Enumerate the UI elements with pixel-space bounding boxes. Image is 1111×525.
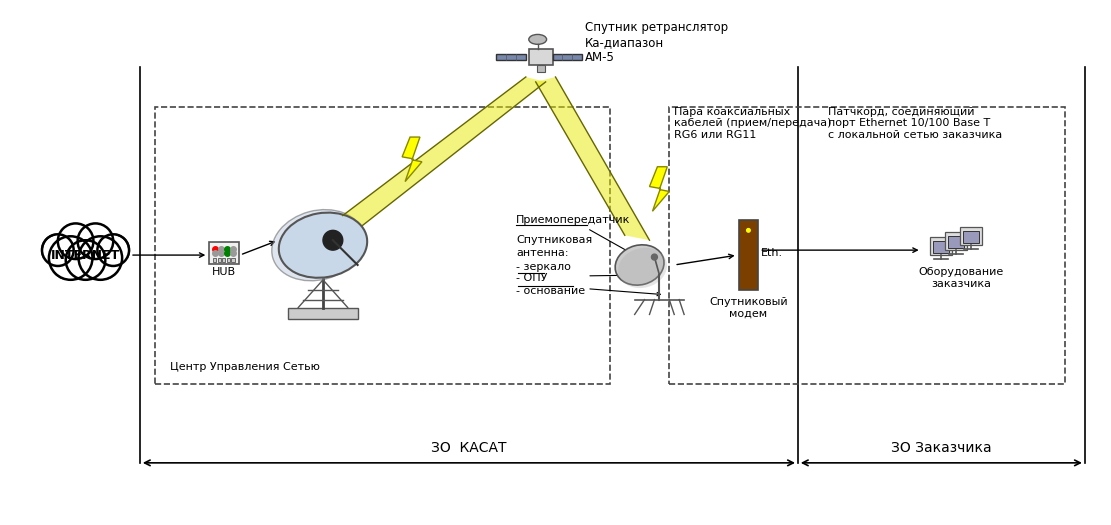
Text: Спутник ретранслятор
Ка-диапазон
АМ-5: Спутник ретранслятор Ка-диапазон АМ-5 <box>585 21 729 64</box>
Text: - ОПУ: - ОПУ <box>516 273 548 283</box>
Text: Спутниковая
антенна:
- зеркало: Спутниковая антенна: - зеркало <box>516 235 592 272</box>
Text: Центр Управления Сетью: Центр Управления Сетью <box>170 362 320 372</box>
Bar <box>931 237 952 255</box>
Circle shape <box>51 217 120 287</box>
Bar <box>945 233 967 250</box>
Circle shape <box>98 234 129 266</box>
Bar <box>222 258 226 262</box>
Bar <box>154 107 610 384</box>
Circle shape <box>651 254 658 260</box>
Circle shape <box>42 234 73 266</box>
Ellipse shape <box>529 35 547 44</box>
Text: ЗО  КАСАТ: ЗО КАСАТ <box>431 441 507 455</box>
Text: Оборудование
заказчика: Оборудование заказчика <box>919 267 1003 289</box>
Circle shape <box>78 224 113 259</box>
Bar <box>227 258 230 262</box>
Bar <box>552 54 582 60</box>
Bar <box>231 258 234 262</box>
Text: HUB: HUB <box>212 267 237 277</box>
Text: Патчкорд, соединяющий
порт Ethernet 10/100 Base T
с локальной сетью заказчика: Патчкорд, соединяющий порт Ethernet 10/1… <box>828 107 1002 140</box>
Circle shape <box>79 236 122 280</box>
Ellipse shape <box>618 248 667 288</box>
Bar <box>209 242 239 264</box>
Circle shape <box>58 224 93 259</box>
FancyBboxPatch shape <box>739 220 759 290</box>
Text: ЗО Заказчика: ЗО Заказчика <box>891 441 992 455</box>
Text: Приемопередатчик: Приемопередатчик <box>516 215 630 225</box>
Ellipse shape <box>279 213 368 278</box>
Ellipse shape <box>43 228 128 282</box>
Bar <box>963 232 979 243</box>
Circle shape <box>49 236 92 280</box>
Polygon shape <box>650 167 669 211</box>
Bar <box>669 107 1065 384</box>
Bar <box>933 241 949 253</box>
Bar <box>218 258 221 262</box>
Text: Пара коаксиальных
кабелей (прием/передача)
RG6 или RG11: Пара коаксиальных кабелей (прием/передач… <box>674 107 832 140</box>
Circle shape <box>66 240 106 280</box>
Circle shape <box>323 230 343 250</box>
FancyBboxPatch shape <box>529 49 552 65</box>
Bar <box>213 258 217 262</box>
Text: Спутниковый
модем: Спутниковый модем <box>709 297 788 319</box>
Bar <box>497 54 526 60</box>
Ellipse shape <box>272 209 364 281</box>
Polygon shape <box>402 137 422 182</box>
Polygon shape <box>536 77 650 240</box>
Ellipse shape <box>615 245 664 285</box>
Bar <box>960 227 982 245</box>
Polygon shape <box>343 77 546 225</box>
Text: INTERNET: INTERNET <box>51 248 120 261</box>
Text: Eth.: Eth. <box>761 248 783 258</box>
Circle shape <box>747 228 750 232</box>
Text: - основание: - основание <box>516 286 585 296</box>
Bar <box>289 308 358 319</box>
Bar <box>537 65 544 72</box>
Bar <box>949 236 964 248</box>
